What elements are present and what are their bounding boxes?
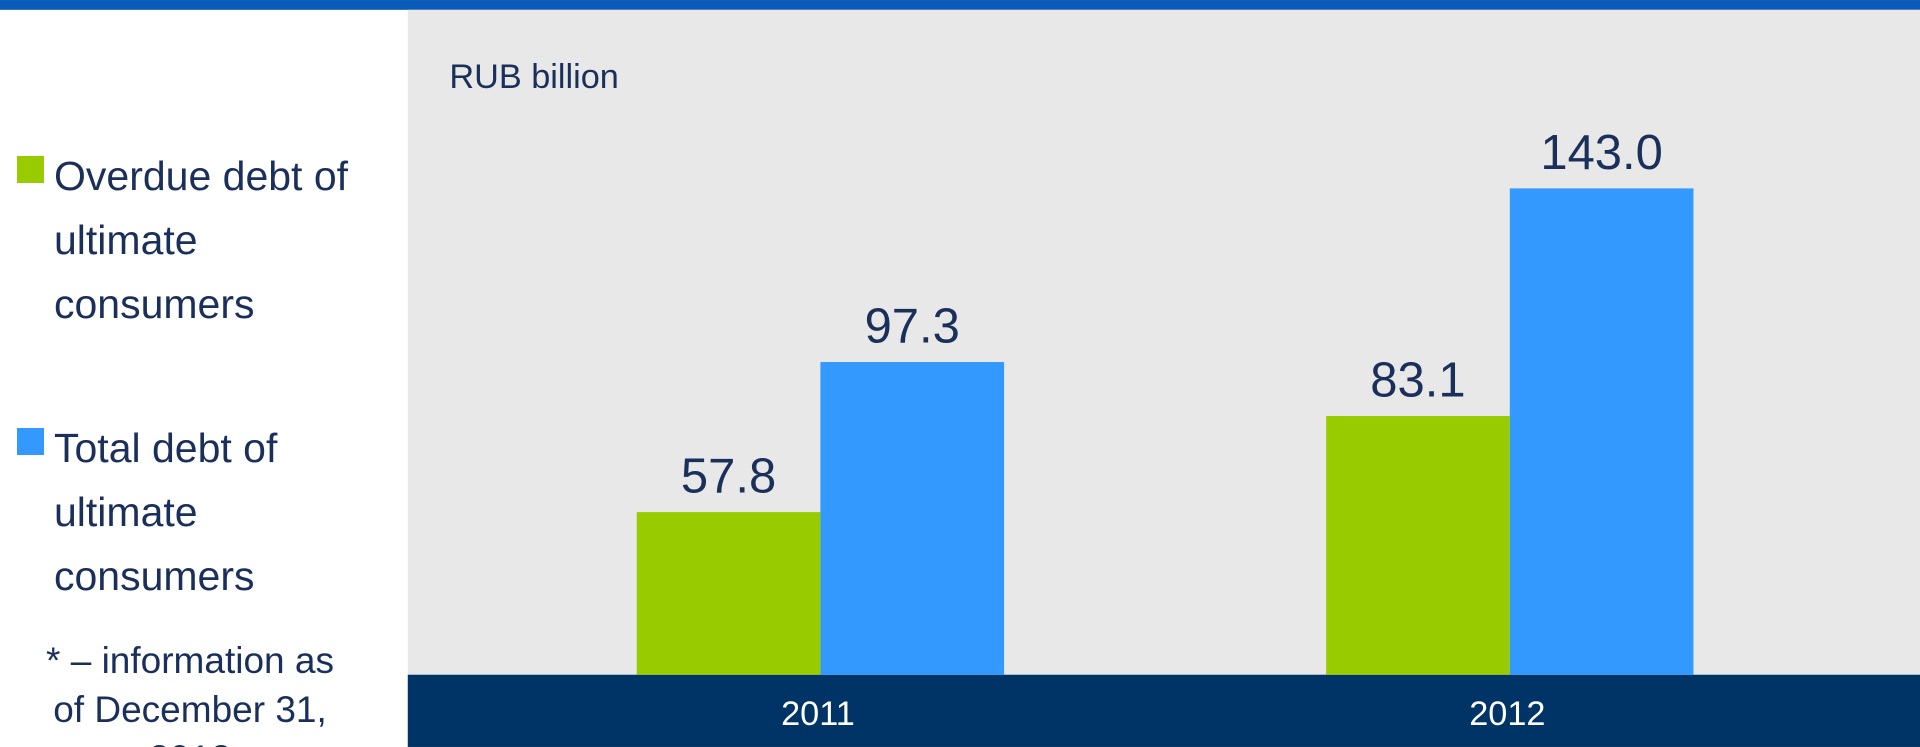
top-band (0, 0, 1920, 10)
value-label: 57.8 (681, 450, 776, 504)
legend-label: Total debt of ultimate consumers (54, 425, 278, 599)
x-tick-label: 2012 (1469, 695, 1545, 733)
x-tick-label: 2011 (781, 695, 855, 733)
footnote: * – information as of December 31, 2012 (46, 640, 334, 747)
legend-swatch (17, 156, 44, 183)
value-label: 97.3 (865, 299, 960, 353)
bar (1509, 188, 1694, 675)
value-label: 143.0 (1540, 126, 1663, 180)
bar (1326, 415, 1510, 675)
unit-label: RUB billion (449, 58, 619, 96)
bar (820, 362, 1005, 675)
value-label: 83.1 (1370, 353, 1465, 407)
category-band (407, 674, 1920, 747)
bar (636, 512, 821, 675)
legend-swatch (17, 428, 44, 455)
legend-label: Overdue debt of ultimate consumers (54, 153, 349, 327)
